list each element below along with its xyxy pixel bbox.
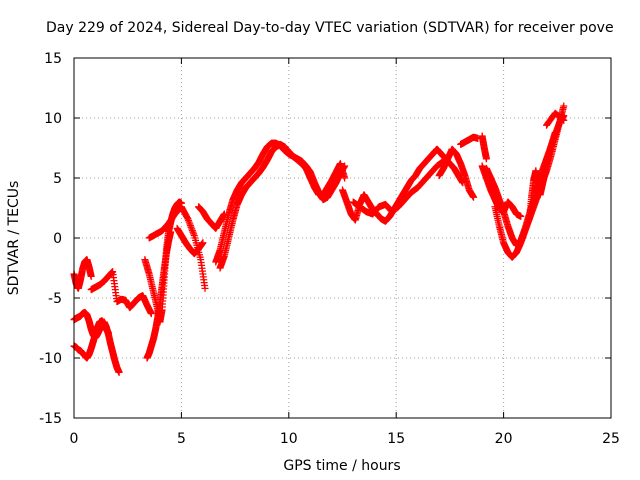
- series-track-f: [143, 228, 175, 362]
- data-point: [517, 212, 525, 220]
- series-track-j: [212, 139, 349, 266]
- data-point: [87, 272, 95, 280]
- x-tick-label: 0: [70, 431, 79, 447]
- y-tick-label: 0: [53, 231, 62, 247]
- data-point: [167, 228, 175, 236]
- y-tick-label: -15: [39, 411, 62, 427]
- data-point: [341, 174, 349, 182]
- series-track-s: [525, 128, 559, 223]
- series-track-g: [145, 203, 209, 292]
- series-track-c: [70, 317, 112, 362]
- chart-title: Day 229 of 2024, Sidereal Day-to-day VTE…: [46, 20, 614, 36]
- y-tick-label: 5: [53, 171, 62, 187]
- x-axis-label: GPS time / hours: [283, 458, 400, 474]
- series-track-k: [216, 140, 349, 272]
- x-tick-labels: 0 5 10 15 20 25: [70, 431, 620, 447]
- data-point: [470, 193, 478, 201]
- series-track-r: [478, 162, 525, 220]
- series-track-m: [349, 157, 447, 218]
- x-tick-label: 20: [495, 431, 513, 447]
- data-point: [560, 116, 568, 124]
- series-track-h: [173, 224, 207, 258]
- series-track-d: [87, 268, 155, 318]
- data-point: [482, 155, 490, 163]
- data-point: [341, 162, 349, 170]
- series-track-o: [457, 133, 482, 148]
- y-tick-label: 15: [44, 51, 62, 67]
- y-tick-label: 10: [44, 111, 62, 127]
- data-points: [70, 102, 568, 376]
- y-tick-label: -5: [48, 291, 62, 307]
- data-point: [104, 329, 112, 337]
- series-track-u: [543, 109, 568, 129]
- data-point: [560, 102, 568, 110]
- data-point: [551, 128, 559, 136]
- series-track-a: [70, 256, 95, 292]
- x-tick-label: 15: [387, 431, 405, 447]
- series-track-q: [491, 102, 568, 261]
- y-tick-label: -10: [39, 351, 62, 367]
- y-tick-labels: -15 -10 -5 0 5 10 15: [39, 51, 62, 427]
- data-point: [559, 116, 567, 124]
- data-point: [115, 368, 123, 376]
- series-track-n: [435, 145, 478, 201]
- data-point: [147, 310, 155, 318]
- axis-ticks: [73, 57, 612, 419]
- data-point: [199, 239, 207, 247]
- y-axis-label: SDTVAR / TECUs: [6, 181, 22, 296]
- x-tick-label: 10: [280, 431, 298, 447]
- series-track-t: [478, 132, 490, 163]
- series-track-i: [195, 203, 228, 232]
- x-tick-label: 5: [177, 431, 186, 447]
- data-point: [201, 284, 209, 292]
- x-tick-label: 25: [602, 431, 620, 447]
